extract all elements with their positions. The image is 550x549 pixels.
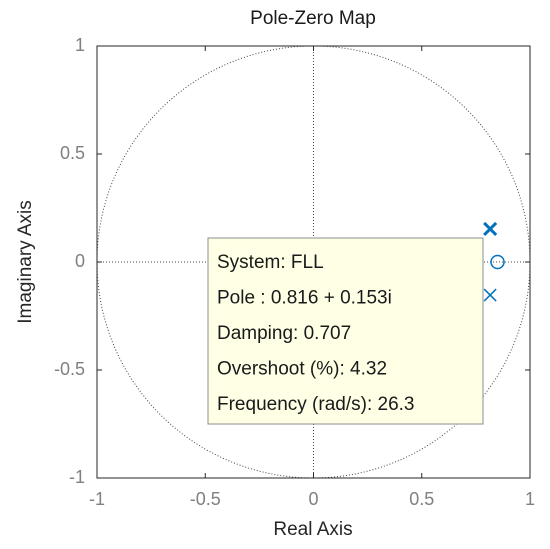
x-tick-label: 0 xyxy=(308,489,318,509)
y-tick-label: 1 xyxy=(75,35,85,55)
pole-marker xyxy=(483,288,497,302)
y-tick-label: -1 xyxy=(69,467,85,487)
y-tick-label: 0.5 xyxy=(60,143,85,163)
y-tick-label: 0 xyxy=(75,251,85,271)
data-tip xyxy=(207,237,484,425)
zero-marker xyxy=(490,254,505,270)
pole-stroke xyxy=(483,288,497,302)
y-axis-label: Imaginary Axis xyxy=(15,200,36,324)
x-axis-label: Real Axis xyxy=(273,519,352,540)
data-tip-text: Overshoot (%): 4.32 xyxy=(217,359,387,380)
pole-stroke xyxy=(483,221,498,237)
data-tip-text: Frequency (rad/s): 26.3 xyxy=(217,394,414,415)
x-tick-label: -0.5 xyxy=(190,489,221,509)
data-tip-text: Damping: 0.707 xyxy=(217,323,351,344)
pole-marker xyxy=(483,221,498,237)
y-tick-label: -0.5 xyxy=(54,359,85,379)
x-tick-label: 0.5 xyxy=(409,489,434,509)
data-tip-text: Pole : 0.816 + 0.153i xyxy=(217,288,392,309)
x-tick-label: -1 xyxy=(89,489,105,509)
chart-title: Pole-Zero Map xyxy=(250,8,376,29)
data-tip-text: System: FLL xyxy=(217,252,324,273)
x-tick-label: 1 xyxy=(525,489,535,509)
